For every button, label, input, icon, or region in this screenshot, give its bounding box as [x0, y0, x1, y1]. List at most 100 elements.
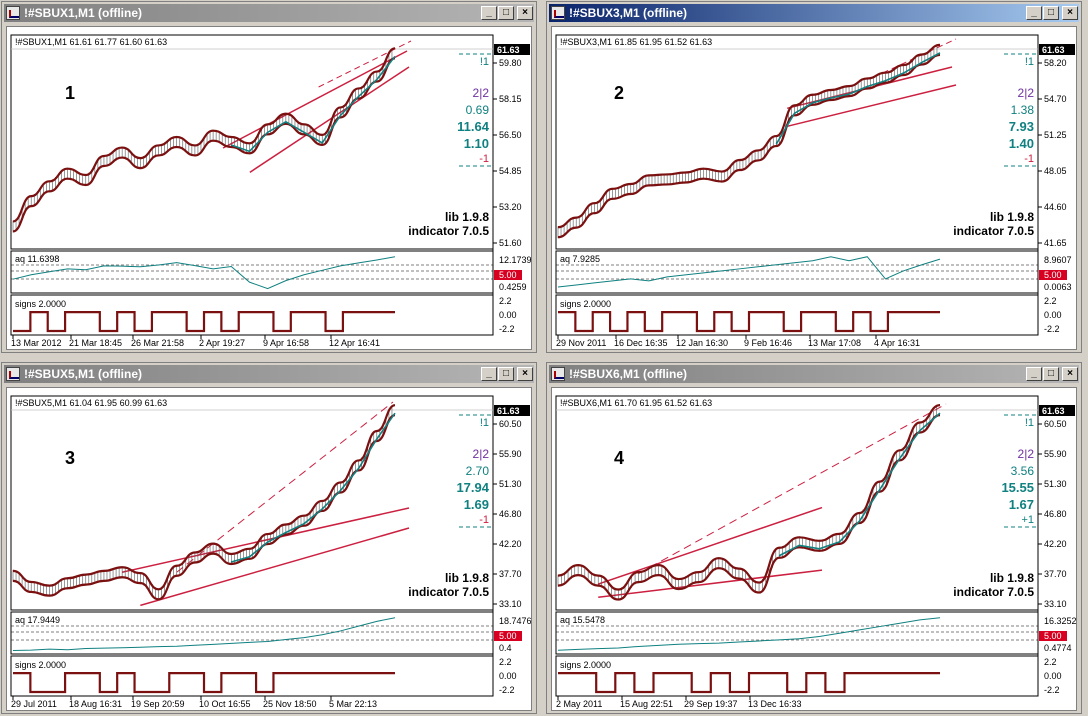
- current-price-box: [494, 44, 530, 55]
- date-label: 12 Apr 16:41: [329, 338, 380, 348]
- chart-area[interactable]: !#SBUX6,M1 61.70 61.95 61.52 61.63 60.50 5…: [551, 387, 1077, 711]
- chart-area[interactable]: !#SBUX3,M1 61.85 61.95 61.52 61.63 58.20 5…: [551, 26, 1077, 350]
- aq-level-label: 5.00: [499, 270, 517, 280]
- aq-tick-label: 18.7476: [499, 616, 531, 626]
- maximize-button[interactable]: □: [498, 367, 514, 381]
- price-tick-label: 60.50: [1044, 419, 1067, 429]
- aq-label: aq 7.9285: [560, 254, 600, 264]
- signs-pane-frame: [10, 294, 494, 336]
- date-label: 2 May 2011: [556, 699, 602, 709]
- stat-state: 2|2: [1018, 447, 1035, 461]
- aq-tick-label: 0.4259: [499, 282, 527, 292]
- price-tick-label: 55.90: [499, 449, 522, 459]
- stat-direction: -1: [479, 514, 489, 526]
- date-label: 16 Dec 16:35: [614, 338, 668, 348]
- chart-area[interactable]: !#SBUX1,M1 61.61 61.77 61.60 61.63 59.80 5…: [6, 26, 532, 350]
- trend-line: [249, 66, 410, 173]
- main-pane-frame: [555, 395, 1039, 611]
- window-titlebar[interactable]: !#SBUX3,M1 (offline) _ □ ×: [549, 4, 1079, 22]
- aq-line: [12, 617, 396, 651]
- aq-level-label: 5.00: [1044, 631, 1062, 641]
- price-tick-label: 44.60: [1044, 202, 1067, 212]
- date-label: 12 Jan 16:30: [676, 338, 728, 348]
- signs-line: [13, 671, 395, 694]
- window-titlebar[interactable]: !#SBUX6,M1 (offline) _ □ ×: [549, 365, 1079, 383]
- stat-state: 2|2: [473, 447, 490, 461]
- price-tick-label: 33.10: [1044, 599, 1067, 609]
- stat-direction: -1: [1024, 153, 1034, 165]
- window-titlebar[interactable]: !#SBUX5,M1 (offline) _ □ ×: [4, 365, 534, 383]
- price-chart[interactable]: !#SBUX3,M1 61.85 61.95 61.52 61.63 58.20 5…: [552, 27, 1076, 349]
- lib-version-label: lib 1.9.8: [990, 571, 1034, 585]
- signs-label: signs 2.0000: [15, 299, 66, 309]
- signs-tick-label: -2.2: [1044, 685, 1060, 695]
- date-label: 9 Apr 16:58: [263, 338, 309, 348]
- signs-pane-frame: [555, 655, 1039, 697]
- maximize-button[interactable]: □: [1043, 367, 1059, 381]
- current-price-box: [1039, 44, 1075, 55]
- maximize-button[interactable]: □: [1043, 6, 1059, 20]
- aq-label: aq 11.6398: [15, 254, 59, 264]
- price-chart[interactable]: !#SBUX6,M1 61.70 61.95 61.52 61.63 60.50 5…: [552, 388, 1076, 710]
- signs-line: [558, 671, 940, 694]
- signs-line: [13, 310, 395, 333]
- chart-window-4[interactable]: !#SBUX6,M1 (offline) _ □ × !#SBUX6,M1 61…: [546, 362, 1082, 714]
- lib-version-label: lib 1.9.8: [990, 210, 1034, 224]
- signs-pane-frame: [10, 655, 494, 697]
- close-button[interactable]: ×: [1062, 367, 1078, 381]
- chart-header: !#SBUX1,M1 61.61 61.77 61.60 61.63: [15, 37, 167, 47]
- minimize-button[interactable]: _: [481, 367, 497, 381]
- price-tick-label: 55.90: [1044, 449, 1067, 459]
- date-label: 29 Nov 2011: [556, 338, 606, 348]
- window-title: !#SBUX3,M1 (offline): [569, 6, 688, 20]
- chart-window-3[interactable]: !#SBUX5,M1 (offline) _ □ × !#SBUX5,M1 61…: [1, 362, 537, 714]
- maximize-button[interactable]: □: [498, 6, 514, 20]
- chart-window-icon: [551, 6, 565, 20]
- minimize-button[interactable]: _: [481, 6, 497, 20]
- signs-tick-label: 2.2: [499, 296, 512, 306]
- date-label: 25 Nov 18:50: [263, 699, 317, 709]
- price-tick-label: 37.70: [1044, 569, 1067, 579]
- close-button[interactable]: ×: [517, 367, 533, 381]
- price-tick-label: 46.80: [1044, 509, 1067, 519]
- stat-value-c: 1.67: [1009, 497, 1034, 512]
- window-title: !#SBUX6,M1 (offline): [569, 367, 688, 381]
- price-chart[interactable]: !#SBUX1,M1 61.61 61.77 61.60 61.63 59.80 5…: [7, 27, 531, 349]
- date-label: 26 Mar 21:58: [131, 338, 184, 348]
- aq-line: [557, 617, 941, 651]
- aq-level-box: [1039, 631, 1067, 641]
- stat-level: !1: [1025, 417, 1034, 429]
- dashed-trend-line: [318, 40, 412, 88]
- price-tick-label: 53.20: [499, 202, 522, 212]
- aq-tick-label: 0.4774: [1044, 643, 1072, 653]
- signs-label: signs 2.0000: [560, 299, 611, 309]
- chart-number-label: 1: [65, 83, 75, 103]
- price-tick-label: 60.50: [499, 419, 522, 429]
- stat-value-b: 15.55: [1001, 480, 1034, 495]
- price-tick-label: 59.80: [499, 58, 522, 68]
- signs-tick-label: 2.2: [499, 657, 512, 667]
- price-tick-label: 48.05: [1044, 166, 1067, 176]
- chart-area[interactable]: !#SBUX5,M1 61.04 61.95 60.99 61.63 60.50 5…: [6, 387, 532, 711]
- stat-level: !1: [480, 56, 489, 68]
- lib-version-label: lib 1.9.8: [445, 571, 489, 585]
- signs-tick-label: 2.2: [1044, 657, 1057, 667]
- aq-tick-label: 0.4: [499, 643, 512, 653]
- chart-window-icon: [551, 367, 565, 381]
- window-titlebar[interactable]: !#SBUX1,M1 (offline) _ □ ×: [4, 4, 534, 22]
- aq-line: [557, 256, 941, 288]
- minimize-button[interactable]: _: [1026, 367, 1042, 381]
- window-title: !#SBUX1,M1 (offline): [24, 6, 143, 20]
- close-button[interactable]: ×: [1062, 6, 1078, 20]
- close-button[interactable]: ×: [517, 6, 533, 20]
- indicator-line: [778, 412, 941, 557]
- chart-window-2[interactable]: !#SBUX3,M1 (offline) _ □ × !#SBUX3,M1 61…: [546, 1, 1082, 353]
- trend-line: [597, 506, 823, 585]
- chart-number-label: 4: [614, 448, 624, 468]
- minimize-button[interactable]: _: [1026, 6, 1042, 20]
- aq-tick-label: 16.3252: [1044, 616, 1076, 626]
- price-chart[interactable]: !#SBUX5,M1 61.04 61.95 60.99 61.63 60.50 5…: [7, 388, 531, 710]
- chart-window-1[interactable]: !#SBUX1,M1 (offline) _ □ × !#SBUX1,M1 61…: [1, 1, 537, 353]
- indicator-line: [231, 412, 396, 563]
- signs-tick-label: 0.00: [1044, 671, 1062, 681]
